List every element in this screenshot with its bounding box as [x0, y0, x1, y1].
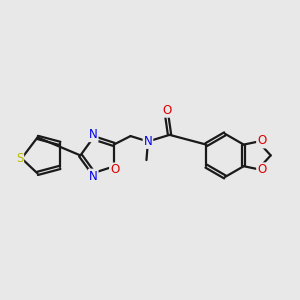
Text: O: O: [162, 104, 171, 117]
Text: O: O: [110, 164, 119, 176]
Text: O: O: [257, 163, 266, 176]
Text: N: N: [89, 128, 98, 141]
Text: S: S: [16, 152, 23, 165]
Text: N: N: [144, 135, 152, 148]
Text: O: O: [257, 134, 266, 148]
Text: N: N: [89, 169, 98, 183]
